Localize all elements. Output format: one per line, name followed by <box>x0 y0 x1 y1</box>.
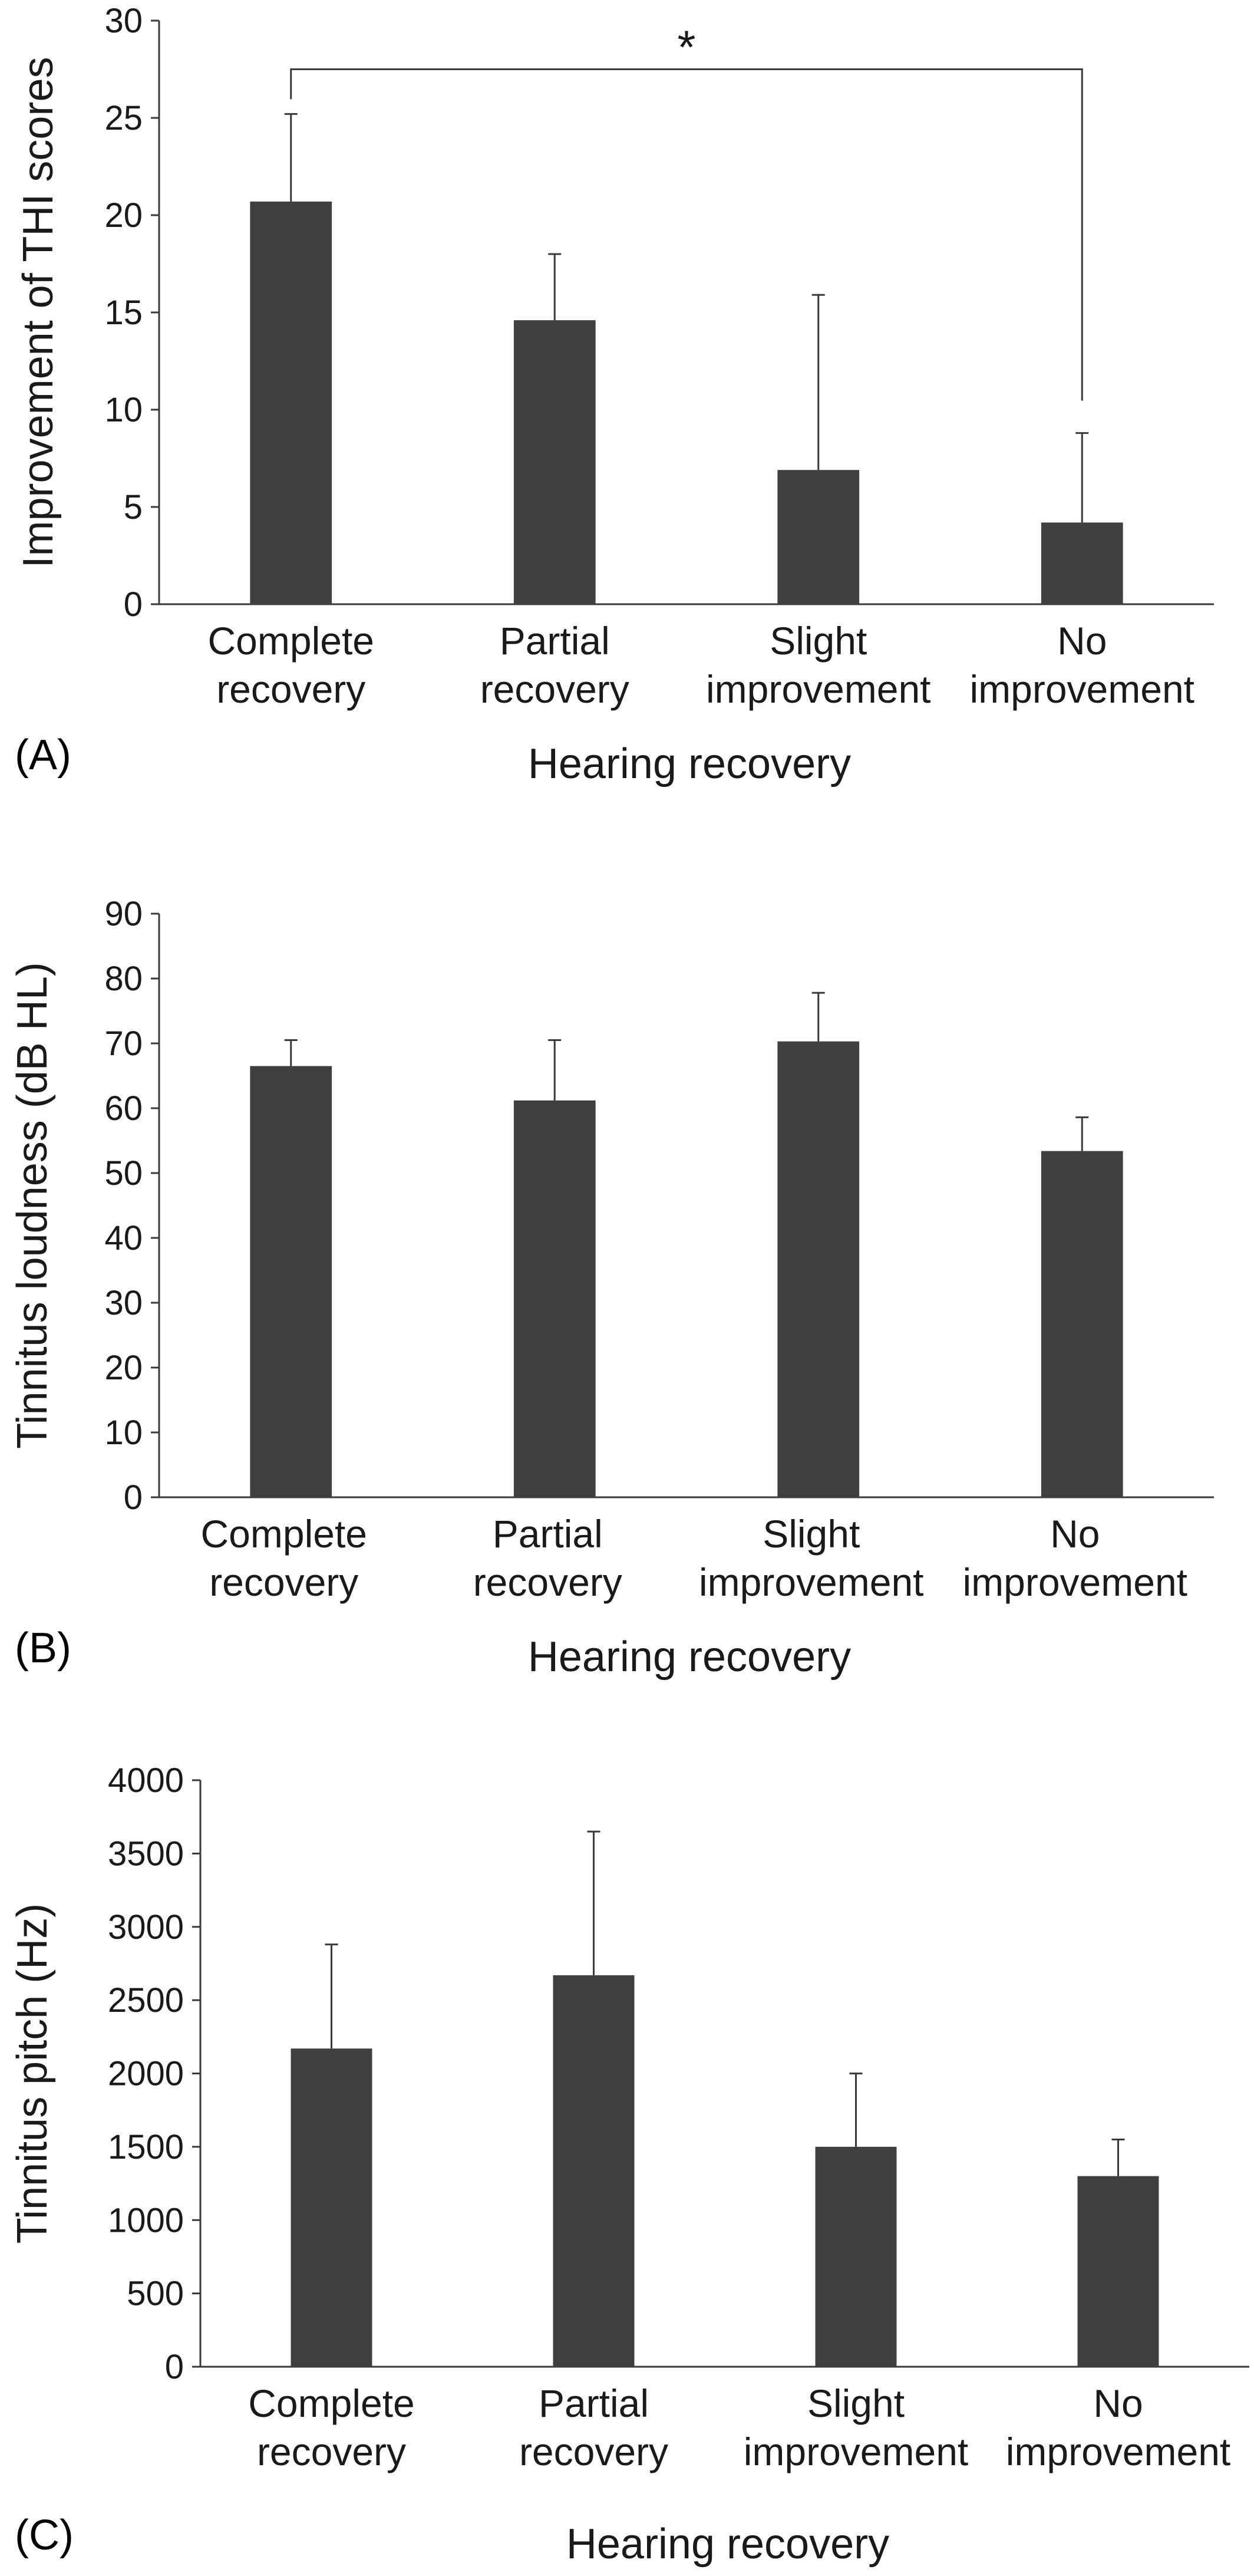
y-tick-label: 5 <box>124 488 143 526</box>
x-category-label: recovery <box>519 2430 668 2473</box>
bar <box>553 1975 635 2367</box>
x-category-label: Complete <box>201 1512 367 1556</box>
y-tick-label: 50 <box>104 1154 143 1193</box>
x-category-label: Partial <box>493 1512 603 1556</box>
y-axis-title: Improvement of THI scores <box>15 57 62 568</box>
y-tick-label: 15 <box>104 294 143 332</box>
x-category-label: Slight <box>807 2381 905 2425</box>
x-axis-title: Hearing recovery <box>528 1633 851 1681</box>
x-axis-title: Hearing recovery <box>566 2521 889 2568</box>
panel-label: (C) <box>15 2512 74 2559</box>
y-tick-label: 10 <box>104 1414 143 1452</box>
y-tick-label: 0 <box>165 2348 184 2386</box>
x-category-label: recovery <box>209 1560 358 1604</box>
bar <box>1041 1151 1123 1497</box>
x-category-label: improvement <box>970 667 1194 711</box>
y-tick-label: 3500 <box>108 1834 184 1873</box>
x-category-label: recovery <box>480 667 629 711</box>
y-tick-label: 0 <box>124 585 143 624</box>
y-tick-label: 1500 <box>108 2128 184 2166</box>
y-tick-label: 20 <box>104 1349 143 1387</box>
bar <box>513 320 596 604</box>
panel-label: (A) <box>15 732 71 779</box>
x-category-label: improvement <box>699 1560 923 1604</box>
bar <box>250 201 332 604</box>
y-axis-title: Tinnitus loudness (dB HL) <box>9 962 56 1449</box>
y-tick-label: 60 <box>104 1089 143 1128</box>
x-category-label: improvement <box>1006 2430 1230 2473</box>
chart-panel-3: 0 500 1000 1500 2000 2500 3000 3500 4000 Complete… <box>9 1761 1249 2568</box>
y-tick-label: 90 <box>104 895 143 933</box>
x-axis-title: Hearing recovery <box>528 740 851 788</box>
x-category-label: Partial <box>539 2381 649 2425</box>
x-category-label: No <box>1057 619 1107 663</box>
y-tick-label: 25 <box>104 99 143 137</box>
x-category-label: improvement <box>744 2430 968 2473</box>
x-category-label: Complete <box>208 619 374 663</box>
bar <box>291 2048 372 2367</box>
y-tick-label: 40 <box>104 1219 143 1257</box>
y-tick-label: 4000 <box>108 1761 184 1800</box>
y-tick-label: 30 <box>104 1284 143 1322</box>
bar <box>815 2146 897 2367</box>
y-tick-label: 500 <box>127 2275 184 2313</box>
x-category-label: improvement <box>706 667 930 711</box>
bar <box>513 1100 596 1497</box>
y-tick-label: 70 <box>104 1025 143 1063</box>
x-category-label: Slight <box>770 619 867 663</box>
y-tick-label: 1000 <box>108 2201 184 2239</box>
chart-panel-2: 0102030405060708090CompleterecoveryParti… <box>9 895 1214 1681</box>
x-category-label: No <box>1050 1512 1100 1556</box>
x-category-label: No <box>1093 2381 1143 2425</box>
y-axis-title: Tinnitus pitch (Hz) <box>9 1903 56 2244</box>
panel-label: (B) <box>15 1625 71 1672</box>
bar <box>777 1041 860 1497</box>
y-tick-label: 20 <box>104 196 143 235</box>
y-tick-label: 10 <box>104 391 143 429</box>
x-category-label: Slight <box>763 1512 860 1556</box>
chart-panel-1: 051015202530CompleterecoveryPartialrecov… <box>15 2 1214 788</box>
bar <box>1041 522 1123 604</box>
x-category-label: recovery <box>473 1560 622 1604</box>
y-tick-label: 0 <box>124 1478 143 1517</box>
x-category-label: recovery <box>257 2430 406 2473</box>
bar <box>250 1066 332 1497</box>
y-tick-label: 30 <box>104 2 143 40</box>
x-category-label: recovery <box>216 667 365 711</box>
significance-marker: * <box>677 21 695 74</box>
significance-bracket <box>290 68 1083 401</box>
x-category-label: Partial <box>500 619 610 663</box>
bar <box>777 470 860 604</box>
y-tick-label: 2500 <box>108 1981 184 2020</box>
y-tick-label: 3000 <box>108 1908 184 1946</box>
x-category-label: improvement <box>963 1560 1187 1604</box>
bar <box>1077 2176 1159 2367</box>
y-tick-label: 2000 <box>108 2055 184 2093</box>
y-tick-label: 80 <box>104 960 143 998</box>
x-category-label: Complete <box>248 2381 414 2425</box>
